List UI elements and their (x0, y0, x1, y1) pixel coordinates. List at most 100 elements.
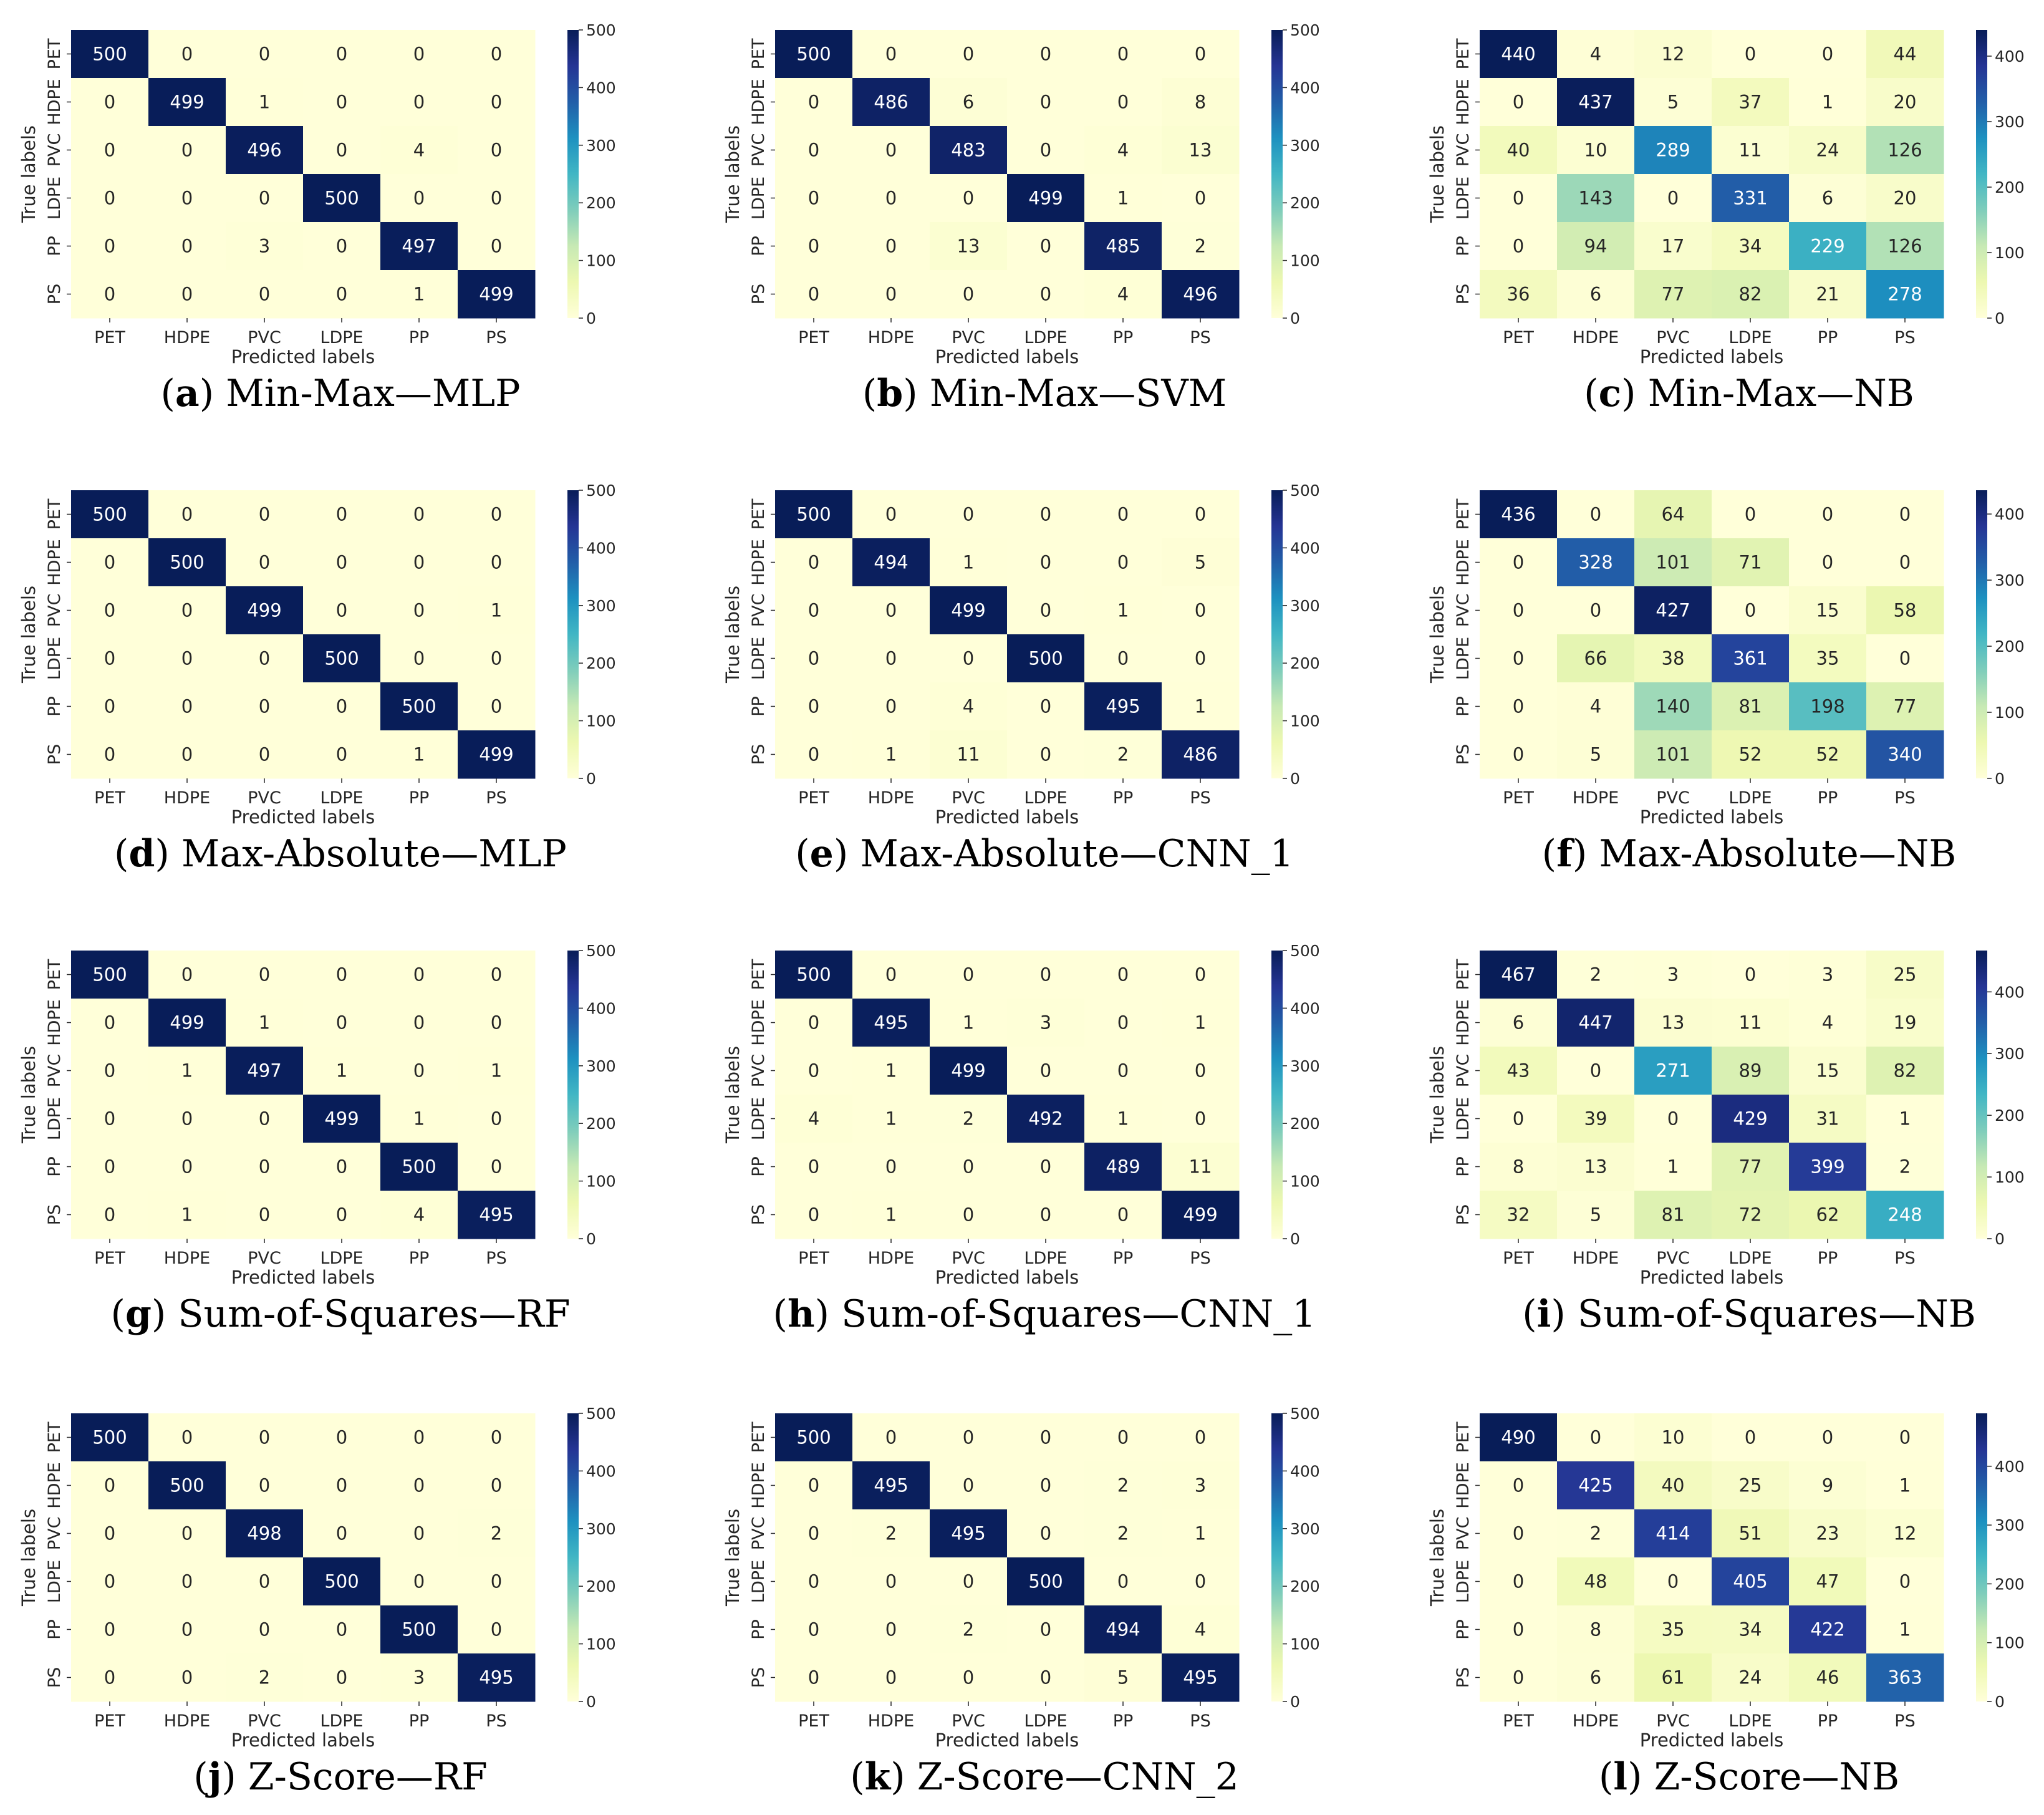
panel-b-cell-label: 4 (1117, 140, 1129, 161)
panel-f-cell-r3-c4 (1789, 634, 1867, 683)
panel-f-cell-r4-c3 (1712, 682, 1790, 731)
panel-h-cell-r0-c0 (775, 951, 853, 999)
panel-j-cell-r4-c4 (380, 1605, 458, 1654)
panel-j-cell-r5-c2 (226, 1653, 304, 1702)
panel-i-x-tick-hdpe: HDPE (1573, 1249, 1619, 1268)
panel-a-cell-r0-c5 (458, 30, 536, 79)
panel-j-cell-label: 0 (181, 1523, 193, 1544)
panel-j-y-tick-ps: PS (45, 1667, 64, 1688)
panel-e-cell-r2-c5 (1162, 586, 1240, 635)
panel-k-cell-label: 495 (1183, 1667, 1217, 1688)
panel-e-x-tick-pp: PP (1113, 788, 1134, 808)
panel-g-cell-label: 495 (479, 1204, 513, 1226)
panel-k-cell-label: 495 (874, 1475, 908, 1496)
panel-c-cell-label: 289 (1656, 140, 1690, 161)
panel-d-colorbar (567, 490, 579, 778)
panel-a-cell-r4-c3 (303, 222, 381, 271)
panel-f-cell-r1-c2 (1634, 538, 1712, 587)
panel-j-y-tick-pp: PP (45, 1619, 64, 1640)
panel-g-cell-r3-c3 (303, 1095, 381, 1143)
panel-l-cell-r2-c1 (1557, 1509, 1635, 1558)
panel-k-cell-r3-c1 (852, 1557, 930, 1606)
panel-c-cell-r2-c1 (1557, 126, 1635, 175)
panel-d-cell-r4-c3 (303, 682, 381, 731)
panel-d-cell-label: 0 (104, 552, 115, 573)
panel-k-cell-label: 2 (1117, 1523, 1129, 1544)
panel-a-y-tick-pet: PET (45, 38, 64, 69)
panel-g-y-tick-ldpe: LDPE (45, 1097, 64, 1140)
panel-d-cell-label: 0 (181, 648, 193, 669)
panel-g-colorbar-tick: 200 (586, 1115, 616, 1133)
panel-e-colorbar-tick: 100 (1290, 712, 1320, 730)
panel-c-x-tick-pp: PP (1818, 328, 1838, 347)
panel-k-cell-r1-c4 (1084, 1461, 1162, 1510)
panel-e-y-tick-pp: PP (749, 696, 768, 717)
panel-b-cell-label: 499 (1028, 188, 1063, 209)
panel-h-cell-label: 0 (963, 964, 974, 985)
panel-b-colorbar-tick: 500 (1290, 21, 1320, 39)
panel-b-cell-r0-c0 (775, 30, 853, 79)
panel-a-cell-label: 0 (259, 188, 270, 209)
panel-d-x-tick-ldpe: LDPE (320, 788, 363, 808)
panel-h-cell-label: 0 (1117, 964, 1129, 985)
panel-l-y-tick-pp: PP (1453, 1619, 1473, 1640)
panel-f-cell-r5-c2 (1634, 730, 1712, 779)
panel-b-cell-r2-c5 (1162, 126, 1240, 175)
panel-k-cell-label: 0 (885, 1667, 897, 1688)
panel-k-cell-label: 0 (963, 1427, 974, 1448)
panel-h-cell-label: 0 (1195, 1060, 1206, 1082)
panel-d-y-tick-pvc: PVC (45, 594, 64, 627)
panel-e-y-tick-ldpe: LDPE (749, 637, 768, 680)
panel-b-cell-label: 483 (951, 140, 985, 161)
panel-i-cell-label: 3 (1822, 964, 1833, 985)
panel-j-cell-label: 500 (324, 1571, 359, 1592)
panel-f-cell-r2-c0 (1480, 586, 1558, 635)
panel-d-cell-label: 0 (259, 648, 270, 669)
panel-g-cell-r4-c4 (380, 1143, 458, 1191)
panel-l-cell-label: 25 (1739, 1475, 1762, 1496)
panel-h-y-axis-label: True labels (722, 1046, 743, 1144)
panel-d-cell-label: 0 (259, 552, 270, 573)
panel-b-cell-label: 1 (1117, 188, 1129, 209)
panel-b-cell-r5-c3 (1007, 270, 1085, 319)
panel-h-colorbar (1271, 951, 1283, 1239)
panel-a-cell-label: 0 (259, 44, 270, 65)
panel-j-cell-r4-c1 (148, 1605, 226, 1654)
panel-h-cell-label: 0 (963, 1204, 974, 1226)
panel-k-cell-r4-c5 (1162, 1605, 1240, 1654)
panel-b-caption: (b) Min-Max—SVM (862, 372, 1227, 415)
panel-c-cell-r5-c1 (1557, 270, 1635, 319)
panel-c-cell-r3-c3 (1712, 174, 1790, 223)
panel-i-cell-r3-c5 (1866, 1095, 1944, 1143)
panel-f-cell-label: 0 (1899, 552, 1911, 573)
panel-a-cell-r3-c5 (458, 174, 536, 223)
panel-l-colorbar-tick: 400 (1995, 1458, 2025, 1476)
panel-d-cell-r3-c5 (458, 634, 536, 683)
panel-l-y-axis-label: True labels (1427, 1509, 1448, 1607)
panel-a-colorbar-tick: 100 (586, 252, 616, 270)
panel-g-cell-label: 4 (413, 1204, 425, 1226)
panel-c-cell-r3-c2 (1634, 174, 1712, 223)
panel-g-cell-label: 0 (491, 1156, 502, 1178)
panel-b-cell-r3-c4 (1084, 174, 1162, 223)
panel-b-cell-r3-c1 (852, 174, 930, 223)
panel-e-cell-label: 0 (1040, 504, 1051, 525)
panel-b-cell-r5-c2 (930, 270, 1008, 319)
panel-g-cell-r3-c5 (458, 1095, 536, 1143)
panel-e-colorbar (1271, 490, 1283, 778)
panel-g-cell-label: 0 (336, 1012, 347, 1033)
panel-g-cell-label: 0 (413, 1060, 425, 1082)
panel-d-colorbar-tick: 200 (586, 654, 616, 672)
panel-h-cell-label: 0 (1117, 1204, 1129, 1226)
panel-i-cell-r4-c2 (1634, 1143, 1712, 1191)
panel-a-caption-letter: a (175, 372, 200, 415)
panel-g-cell-label: 0 (181, 1156, 193, 1178)
panel-b-cell-label: 13 (957, 236, 980, 257)
panel-g-caption: (g) Sum-of-Squares—RF (110, 1292, 571, 1336)
panel-g-cell-label: 1 (181, 1204, 193, 1226)
panel-h-cell-r2-c0 (775, 1047, 853, 1095)
panel-j-cell-r4-c2 (226, 1605, 304, 1654)
panel-c-cell-r2-c3 (1712, 126, 1790, 175)
panel-f-cell-r4-c1 (1557, 682, 1635, 731)
panel-b-colorbar-tick: 100 (1290, 252, 1320, 270)
